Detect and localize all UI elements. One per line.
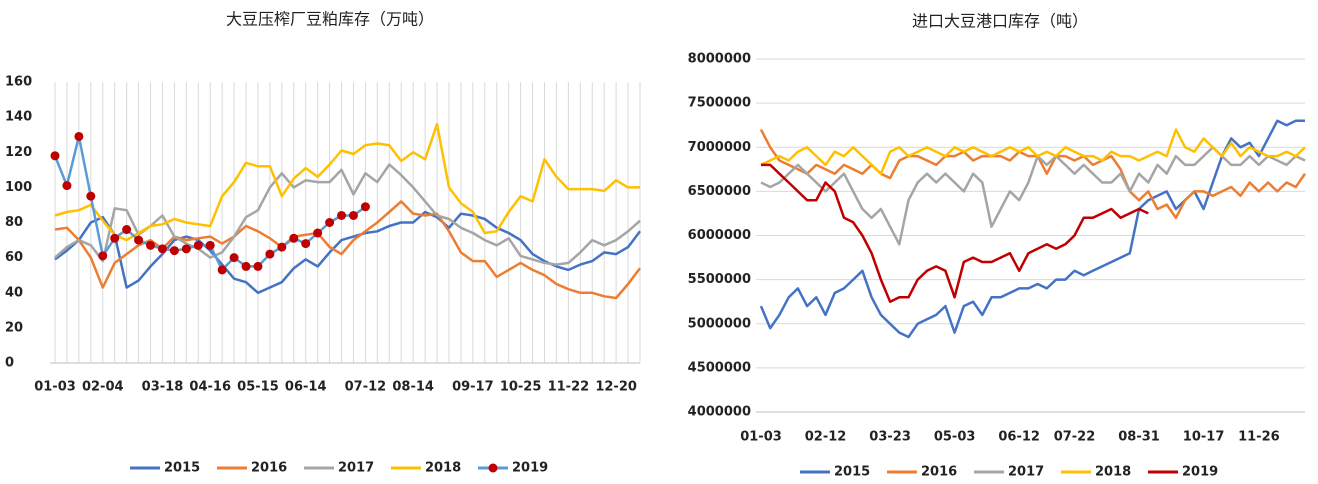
series-line <box>761 163 1149 303</box>
legend-label: 2018 <box>1095 465 1131 480</box>
legend-label: 2016 <box>921 465 957 480</box>
y-tick-label: 4000000 <box>688 405 751 420</box>
y-tick-label: 7000000 <box>688 140 751 155</box>
x-tick-label: 04-16 <box>189 380 231 395</box>
series-line <box>759 119 1305 339</box>
x-tick-label: 11-26 <box>1238 430 1280 445</box>
point <box>325 218 335 227</box>
point <box>181 244 191 254</box>
point <box>74 131 84 141</box>
chart-title: 大豆压榨厂豆粕库存（万吨） <box>226 10 434 29</box>
x-tick-label: 06-14 <box>285 380 327 395</box>
legend-label: 2019 <box>1182 465 1218 480</box>
x-tick-label: 12-20 <box>595 380 637 395</box>
series-line <box>759 129 1307 220</box>
point <box>193 240 203 250</box>
x-tick-label: 08-31 <box>1118 430 1160 445</box>
series-line <box>54 163 641 266</box>
point <box>241 261 251 271</box>
x-tick-label: 05-03 <box>934 430 976 445</box>
y-tick-label: 6000000 <box>688 228 751 243</box>
x-tick-label: 01-03 <box>740 430 782 445</box>
x-tick-label: 02-04 <box>82 380 124 395</box>
legend-marker <box>488 463 498 473</box>
point <box>277 242 287 252</box>
x-tick-label: 02-12 <box>805 430 847 445</box>
x-tick-label: 11-22 <box>548 380 590 395</box>
point <box>146 240 156 250</box>
point <box>86 191 96 201</box>
y-tick-label: 6500000 <box>688 184 751 199</box>
x-tick-label: 09-17 <box>452 380 494 395</box>
series-line <box>54 210 641 295</box>
point <box>98 251 108 261</box>
legend-label: 2018 <box>425 461 461 476</box>
chart-title: 进口大豆港口库存（吨） <box>912 12 1088 31</box>
x-tick-label: 06-12 <box>998 430 1040 445</box>
x-tick-label: 07-22 <box>1054 430 1096 445</box>
y-tick-label: 20 <box>5 320 23 335</box>
x-tick-label: 10-25 <box>500 380 542 395</box>
point <box>348 210 358 220</box>
x-tick-label: 03-18 <box>142 380 184 395</box>
point <box>50 151 60 161</box>
y-tick-label: 60 <box>5 250 23 265</box>
y-tick-label: 80 <box>5 215 23 230</box>
point <box>217 265 227 275</box>
legend-label: 2017 <box>338 461 374 476</box>
x-tick-label: 10-17 <box>1183 430 1225 445</box>
point <box>229 253 239 263</box>
series-line <box>760 146 1306 246</box>
legend-label: 2016 <box>251 461 287 476</box>
x-tick-label: 01-03 <box>34 380 76 395</box>
point <box>301 239 311 249</box>
y-tick-label: 8000000 <box>688 52 751 67</box>
y-tick-label: 5000000 <box>688 316 751 331</box>
y-tick-label: 7500000 <box>688 96 751 111</box>
point <box>253 261 263 271</box>
legend-label: 2015 <box>164 461 200 476</box>
point <box>122 225 132 235</box>
legend-label: 2017 <box>1008 465 1044 480</box>
point <box>110 233 120 243</box>
legend-label: 2015 <box>834 465 870 480</box>
point <box>313 228 323 238</box>
point <box>134 235 144 245</box>
point <box>337 210 347 220</box>
legend-label: 2019 <box>512 461 548 476</box>
point <box>157 244 167 254</box>
point <box>360 202 370 212</box>
point <box>62 181 72 191</box>
y-tick-label: 40 <box>5 285 23 300</box>
x-tick-label: 03-23 <box>869 430 911 445</box>
point <box>205 240 215 250</box>
x-tick-label: 05-15 <box>237 380 279 395</box>
y-tick-label: 120 <box>5 145 32 160</box>
y-tick-label: 100 <box>5 180 32 195</box>
y-tick-label: 160 <box>5 75 32 90</box>
x-tick-label: 07-12 <box>345 380 387 395</box>
point <box>265 249 275 259</box>
y-tick-label: 5500000 <box>688 272 751 287</box>
point <box>169 246 179 256</box>
y-tick-label: 0 <box>5 356 14 371</box>
y-tick-label: 4500000 <box>688 360 751 375</box>
y-tick-label: 140 <box>5 110 32 125</box>
series-line <box>54 122 640 242</box>
x-tick-label: 08-14 <box>392 380 434 395</box>
point <box>289 233 299 243</box>
series-line <box>760 128 1306 175</box>
